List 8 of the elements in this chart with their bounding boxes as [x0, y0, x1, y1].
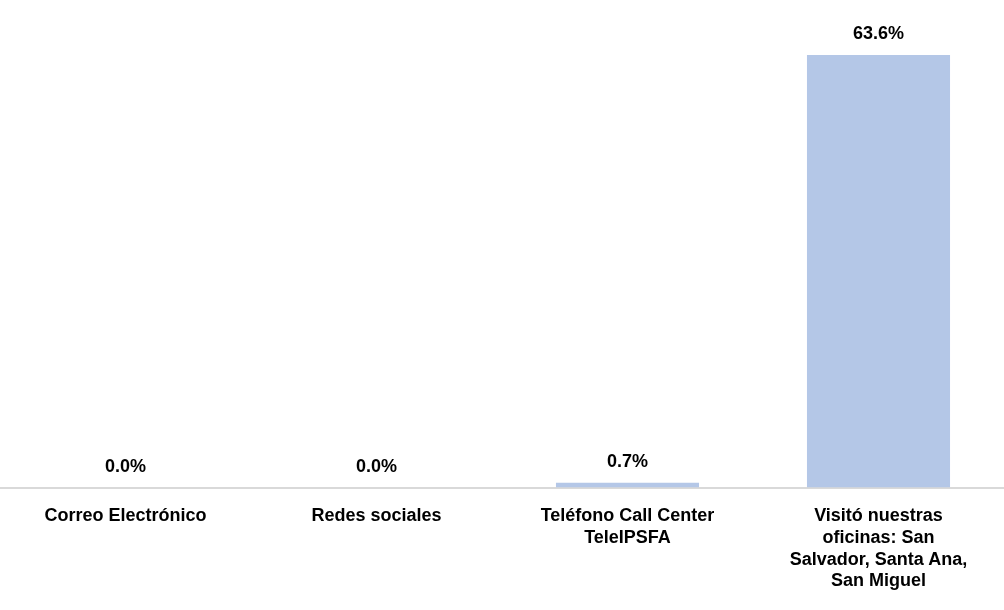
- data-label: 0.7%: [606, 450, 649, 471]
- data-label: 0.0%: [104, 455, 147, 476]
- x-tick-label: Visitó nuestras oficinas: San Salvador, Santa Ana, San Miguel: [789, 505, 968, 591]
- x-tick-label: Correo Electrónico: [44, 505, 207, 526]
- x-tick-label: Teléfono Call Center TeleIPSFA: [540, 505, 715, 547]
- x-tick-label: Redes sociales: [311, 505, 442, 526]
- data-label: 63.6%: [852, 22, 905, 43]
- data-label: 0.0%: [355, 455, 398, 476]
